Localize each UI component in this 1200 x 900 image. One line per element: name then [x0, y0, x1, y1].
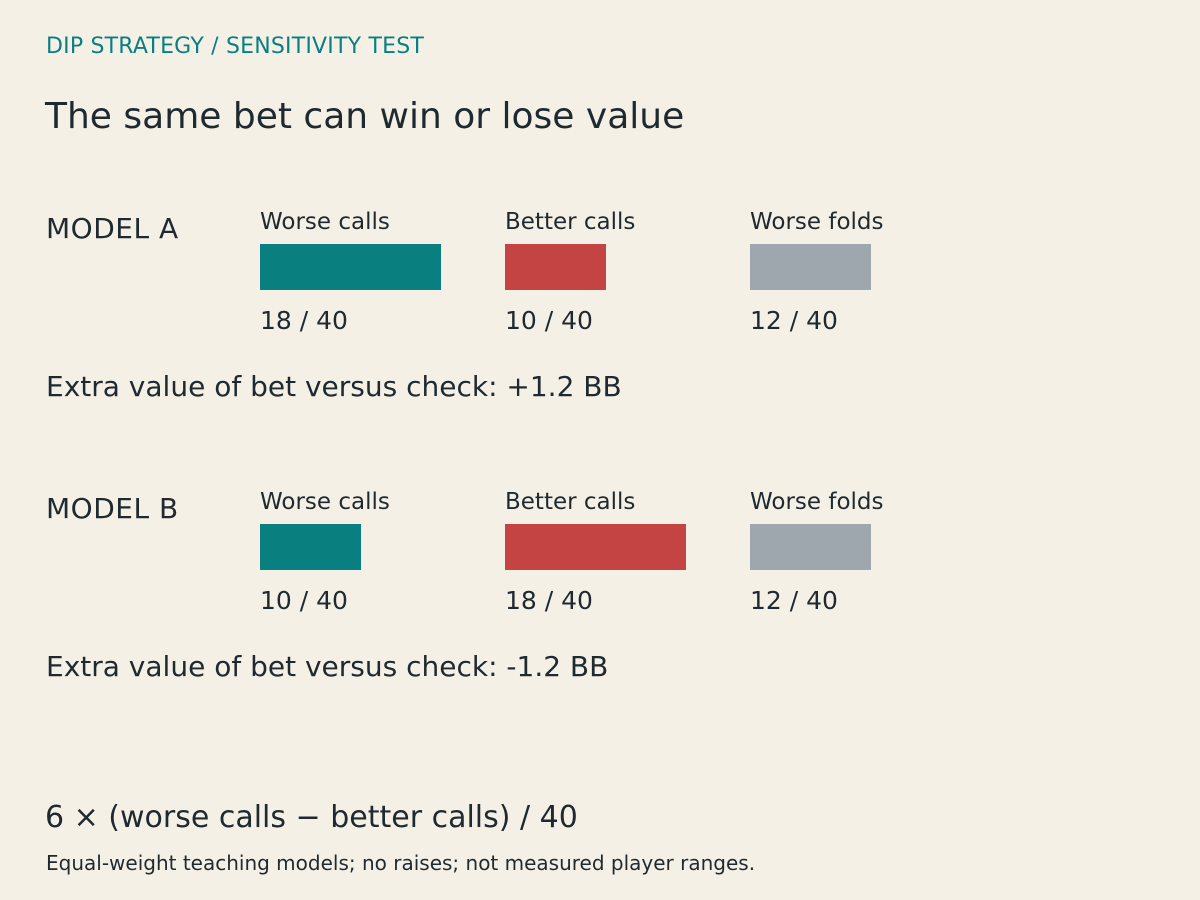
model-b-worse-folds-value: 12 / 40 — [750, 586, 838, 615]
model-b-worse-calls-label: Worse calls — [260, 489, 390, 515]
model-b-panel: MODEL B Worse calls 10 / 40 Better calls… — [0, 489, 1200, 732]
model-b-worse-calls-bar — [260, 524, 361, 570]
model-a-label: MODEL A — [46, 212, 179, 245]
model-a-extra-value: Extra value of bet versus check: +1.2 BB — [46, 370, 622, 403]
model-a-better-calls-value: 10 / 40 — [505, 306, 593, 335]
footnote: Equal-weight teaching models; no raises;… — [46, 851, 756, 875]
model-a-worse-calls-bar — [260, 244, 441, 290]
model-b-better-calls-bar — [505, 524, 686, 570]
model-a-panel: MODEL A Worse calls 18 / 40 Better calls… — [0, 209, 1200, 452]
model-b-worse-calls-value: 10 / 40 — [260, 586, 348, 615]
formula: 6 × (worse calls − better calls) / 40 — [45, 800, 578, 835]
model-a-worse-folds-bar — [750, 244, 871, 290]
model-a-worse-folds-label: Worse folds — [750, 209, 884, 235]
page-title: The same bet can win or lose value — [45, 96, 685, 137]
model-a-better-calls-bar — [505, 244, 606, 290]
model-b-better-calls-value: 18 / 40 — [505, 586, 593, 615]
model-a-better-calls-label: Better calls — [505, 209, 636, 235]
model-a-worse-calls-label: Worse calls — [260, 209, 390, 235]
model-a-worse-folds-value: 12 / 40 — [750, 306, 838, 335]
model-b-extra-value: Extra value of bet versus check: -1.2 BB — [46, 650, 609, 683]
model-b-label: MODEL B — [46, 492, 179, 525]
model-b-worse-folds-bar — [750, 524, 871, 570]
model-a-worse-calls-value: 18 / 40 — [260, 306, 348, 335]
eyebrow-label: DIP STRATEGY / SENSITIVITY TEST — [46, 34, 425, 59]
model-b-better-calls-label: Better calls — [505, 489, 636, 515]
model-b-worse-folds-label: Worse folds — [750, 489, 884, 515]
